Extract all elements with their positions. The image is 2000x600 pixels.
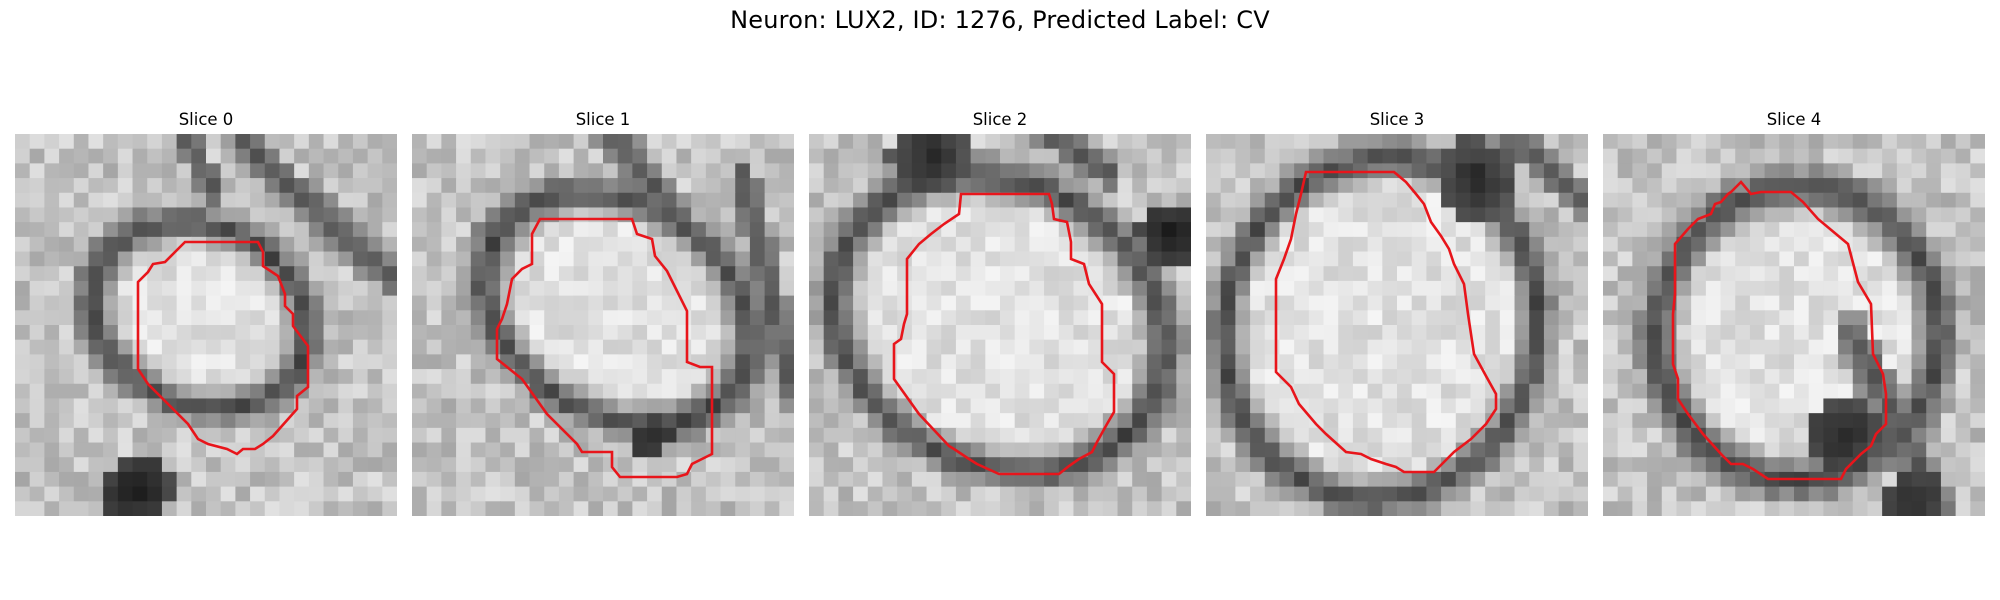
figure-title: Neuron: LUX2, ID: 1276, Predicted Label:… (730, 6, 1270, 34)
cell-contour (1671, 180, 1888, 481)
slice-title: Slice 4 (1766, 110, 1822, 129)
slice-title: Slice 0 (178, 110, 234, 129)
cell-contour (495, 217, 714, 479)
cell-contour (892, 192, 1116, 476)
slice-image (809, 134, 1191, 516)
slice-panel-3: Slice 3 (1206, 108, 1588, 516)
slice-panel-4: Slice 4 (1603, 108, 1985, 516)
slice-image (15, 134, 397, 516)
slice-pixels (1603, 134, 1985, 516)
slice-image (412, 134, 794, 516)
slice-pixels (1206, 134, 1588, 516)
cell-contour (1274, 170, 1498, 474)
slice-title: Slice 2 (972, 110, 1028, 129)
slice-image (1206, 134, 1588, 516)
slice-panel-0: Slice 0 (15, 108, 397, 516)
slice-panel-1: Slice 1 (412, 108, 794, 516)
slice-pixels (15, 134, 397, 516)
slice-panel-2: Slice 2 (809, 108, 1191, 516)
slice-pixels (809, 134, 1191, 516)
cell-contour (136, 240, 310, 456)
slice-title: Slice 1 (575, 110, 631, 129)
slice-image (1603, 134, 1985, 516)
slice-title: Slice 3 (1369, 110, 1425, 129)
slice-pixels (412, 134, 794, 516)
